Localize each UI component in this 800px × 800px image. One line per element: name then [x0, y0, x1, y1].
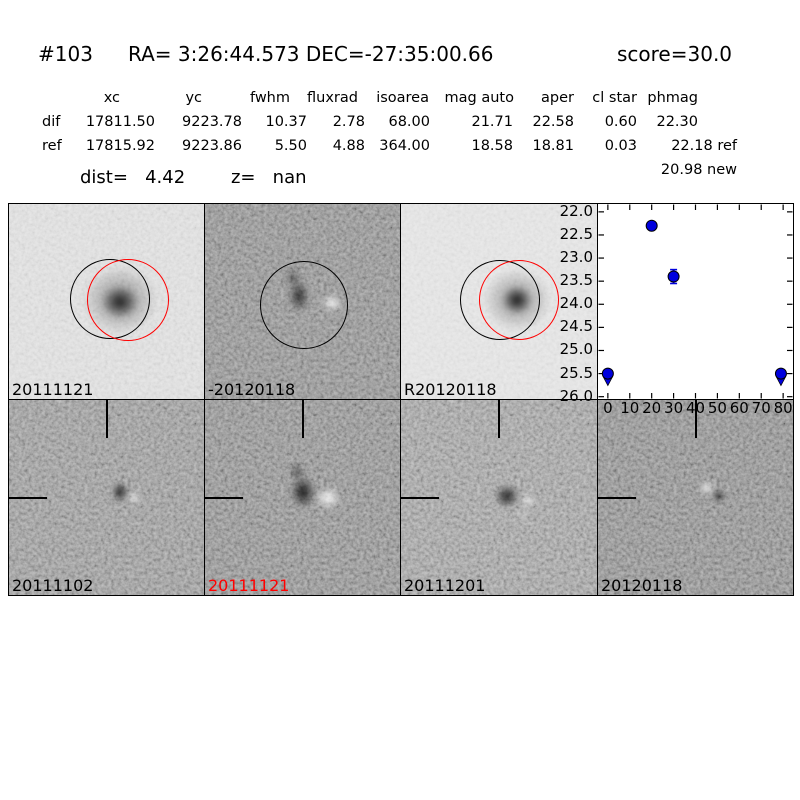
- stamp-diff-20120118-late: 20120118: [597, 399, 794, 596]
- lightcurve-point: [667, 270, 680, 283]
- lightcurve-point: [645, 219, 658, 232]
- lightcurve-point: [774, 367, 787, 380]
- object-id: #103: [38, 42, 93, 66]
- x-tick-label: 60: [729, 399, 749, 417]
- bright-residual-blob: [518, 506, 531, 525]
- crosshair-top-tick: [105, 400, 108, 438]
- table-cell: 22.30: [656, 114, 698, 130]
- x-tick-label: 80: [773, 399, 793, 417]
- col-header-clstar: cl star: [592, 90, 637, 106]
- aperture-circle: [260, 261, 349, 350]
- y-tick-label: 24.0: [559, 294, 593, 313]
- col-header-aper: aper: [541, 90, 574, 106]
- crosshair-top-tick: [301, 400, 304, 438]
- stamp-ref-20120118: R20120118: [400, 203, 598, 400]
- y-tick-label: 23.5: [559, 271, 593, 290]
- stamp-new-20111121: 20111121: [8, 203, 205, 400]
- crosshair-left-tick: [9, 496, 47, 499]
- stamp-date-label: 20111201: [404, 576, 486, 595]
- table-cell: 21.71: [471, 114, 513, 130]
- x-tick-label: 20: [642, 399, 662, 417]
- row-label: ref: [42, 138, 62, 154]
- bright-residual-blob: [123, 489, 144, 506]
- crosshair-top-tick: [498, 400, 500, 438]
- table-cell: 22.58: [532, 114, 574, 130]
- col-header-fwhm: fwhm: [249, 90, 290, 106]
- col-header-xc: xc: [103, 90, 120, 106]
- table-row-dif: dif 17811.50 9223.78 10.37 2.78 68.00 21…: [0, 114, 800, 132]
- table-cell: 18.58: [471, 138, 513, 154]
- col-header-isoarea: isoarea: [376, 90, 429, 106]
- crosshair-top-tick: [694, 400, 697, 438]
- x-tick-label: 40: [685, 399, 706, 417]
- crosshair-left-tick: [598, 496, 636, 499]
- col-header-fluxrad: fluxrad: [307, 90, 358, 106]
- score-value: score=30.0: [617, 42, 733, 66]
- stamp-diff-20120118: -20120118: [204, 203, 401, 400]
- lightcurve-plot: [597, 203, 794, 400]
- y-tick-label: 24.5: [559, 317, 593, 336]
- table-cell: 18.81: [532, 138, 574, 154]
- table-cell: 22.18 ref: [671, 138, 737, 154]
- stamp-diff-20111201: 20111201: [400, 399, 598, 596]
- table-cell: 9223.78: [182, 114, 242, 130]
- distance-redshift-line: dist= 4.42 z= nan: [80, 167, 307, 188]
- stamp-date-label: R20120118: [404, 380, 497, 399]
- stamp-date-label: 20111121: [12, 380, 94, 399]
- coordinates: RA= 3:26:44.573 DEC=-27:35:00.66: [128, 42, 494, 66]
- y-tick-label: 26.0: [559, 386, 593, 405]
- y-tick-label: 22.0: [559, 201, 593, 220]
- y-tick-label: 25.0: [559, 340, 593, 359]
- table-cell: 68.00: [388, 114, 430, 130]
- table-cell: 0.60: [604, 114, 637, 130]
- stamp-date-label: 20111121: [208, 576, 290, 595]
- y-tick-label: 22.5: [559, 224, 593, 243]
- stamp-date-label: 20111102: [12, 576, 94, 595]
- lightcurve-point: [601, 367, 614, 380]
- col-header-magauto: mag auto: [444, 90, 514, 106]
- col-header-phmag: phmag: [647, 90, 698, 106]
- dark-source-blob: [285, 459, 308, 486]
- dark-source-blob: [708, 487, 729, 504]
- table-cell: 364.00: [379, 138, 430, 154]
- table-cell: 2.78: [332, 114, 365, 130]
- y-tick-label: 25.5: [559, 363, 593, 382]
- table-row-ref: ref 17815.92 9223.86 5.50 4.88 364.00 18…: [0, 138, 800, 156]
- x-tick-label: 70: [751, 399, 771, 417]
- x-tick-label: 30: [664, 399, 684, 417]
- bright-residual-blob: [517, 492, 540, 511]
- table-cell: 5.50: [274, 138, 307, 154]
- phmag-new-value: 20.98 new: [660, 162, 737, 178]
- lightcurve-canvas: [598, 204, 793, 399]
- table-cell: 9223.86: [182, 138, 242, 154]
- stamp-date-label: -20120118: [208, 380, 296, 399]
- bright-residual-blob: [309, 481, 346, 514]
- table-row-extra: 20.98 new: [0, 162, 800, 180]
- x-tick-label: 50: [707, 399, 727, 417]
- aperture-circle: [86, 258, 169, 341]
- table-cell: 17811.50: [85, 114, 155, 130]
- x-tick-label: 0: [603, 399, 613, 417]
- table-cell: 10.37: [265, 114, 307, 130]
- stamp-diff-20111121: 20111121: [204, 399, 401, 596]
- aperture-circle: [478, 259, 559, 340]
- row-label: dif: [42, 114, 61, 130]
- crosshair-left-tick: [401, 496, 439, 499]
- table-cell: 0.03: [604, 138, 637, 154]
- x-tick-label: 10: [620, 399, 640, 417]
- crosshair-left-tick: [205, 496, 243, 499]
- col-header-yc: yc: [185, 90, 202, 106]
- stamp-diff-20111102: 20111102: [8, 399, 205, 596]
- table-cell: 4.88: [332, 138, 365, 154]
- table-header-row: xc yc fwhm fluxrad isoarea mag auto aper…: [0, 90, 800, 108]
- stamp-date-label: 20120118: [601, 576, 683, 595]
- y-tick-label: 23.0: [559, 248, 593, 267]
- table-cell: 17815.92: [85, 138, 155, 154]
